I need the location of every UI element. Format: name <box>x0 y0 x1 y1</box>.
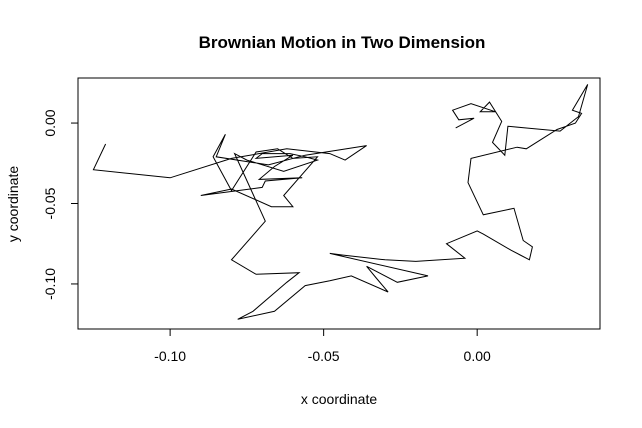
x-tick-label: -0.10 <box>154 348 186 364</box>
y-axis-label: y coordinate <box>5 166 21 242</box>
x-axis-label: x coordinate <box>301 391 377 407</box>
plot-frame <box>77 77 601 330</box>
y-tick-label: 0.00 <box>42 109 58 136</box>
chart-title: Brownian Motion in Two Dimension <box>199 33 486 52</box>
x-tick-label: 0.00 <box>464 348 491 364</box>
x-tick-label: -0.05 <box>308 348 340 364</box>
series-layer <box>92 84 589 320</box>
y-tick-label: -0.10 <box>42 268 58 300</box>
y-axis: 0.00 -0.05 -0.10 <box>42 109 79 300</box>
x-axis: -0.10 -0.05 0.00 <box>154 328 491 364</box>
series-line <box>92 84 589 320</box>
y-tick-label: -0.05 <box>42 187 58 219</box>
